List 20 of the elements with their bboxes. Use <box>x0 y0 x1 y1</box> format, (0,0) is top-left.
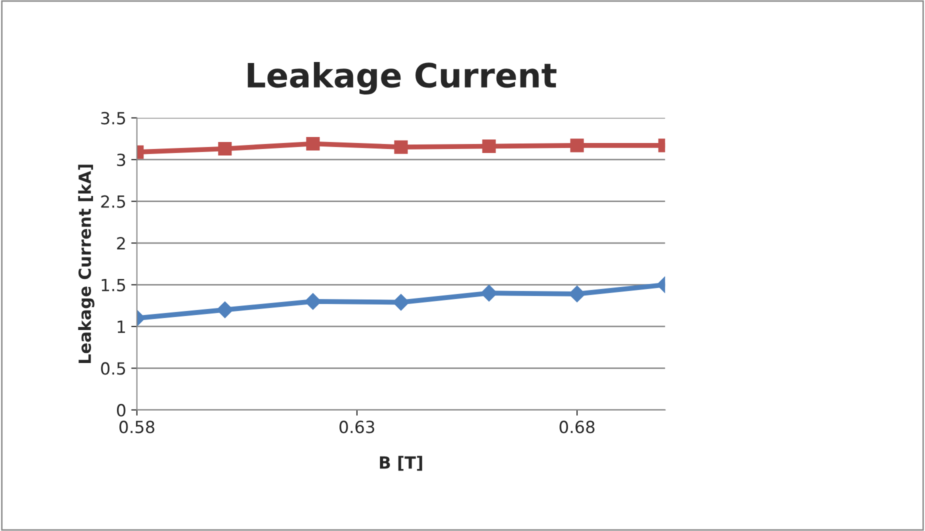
y-tick-label: 0.5 <box>101 362 126 375</box>
x-tick-label: 0.68 <box>560 420 594 434</box>
y-tick-label: 2 <box>117 237 125 250</box>
y-tick-label: 3.5 <box>101 112 126 124</box>
y-tick-label: 3 <box>117 154 126 166</box>
point <box>392 294 410 311</box>
y-axis-title: Leakage Current [kA] <box>78 164 94 363</box>
x-tick-label: 0.63 <box>340 420 374 434</box>
point <box>480 284 498 302</box>
y-tick-label: 0 <box>116 404 126 416</box>
x-axis-title: B [T] <box>380 456 422 471</box>
chart-title: Leakage Current <box>248 62 556 95</box>
y-tick-label: 1 <box>118 320 125 333</box>
point <box>306 136 320 151</box>
y-tick-label: 2.5 <box>101 195 126 208</box>
point <box>482 139 496 154</box>
point <box>304 293 322 310</box>
y-tick-label: 1.5 <box>102 278 126 292</box>
point <box>394 140 408 154</box>
x-tick-label: 0.58 <box>119 420 154 434</box>
